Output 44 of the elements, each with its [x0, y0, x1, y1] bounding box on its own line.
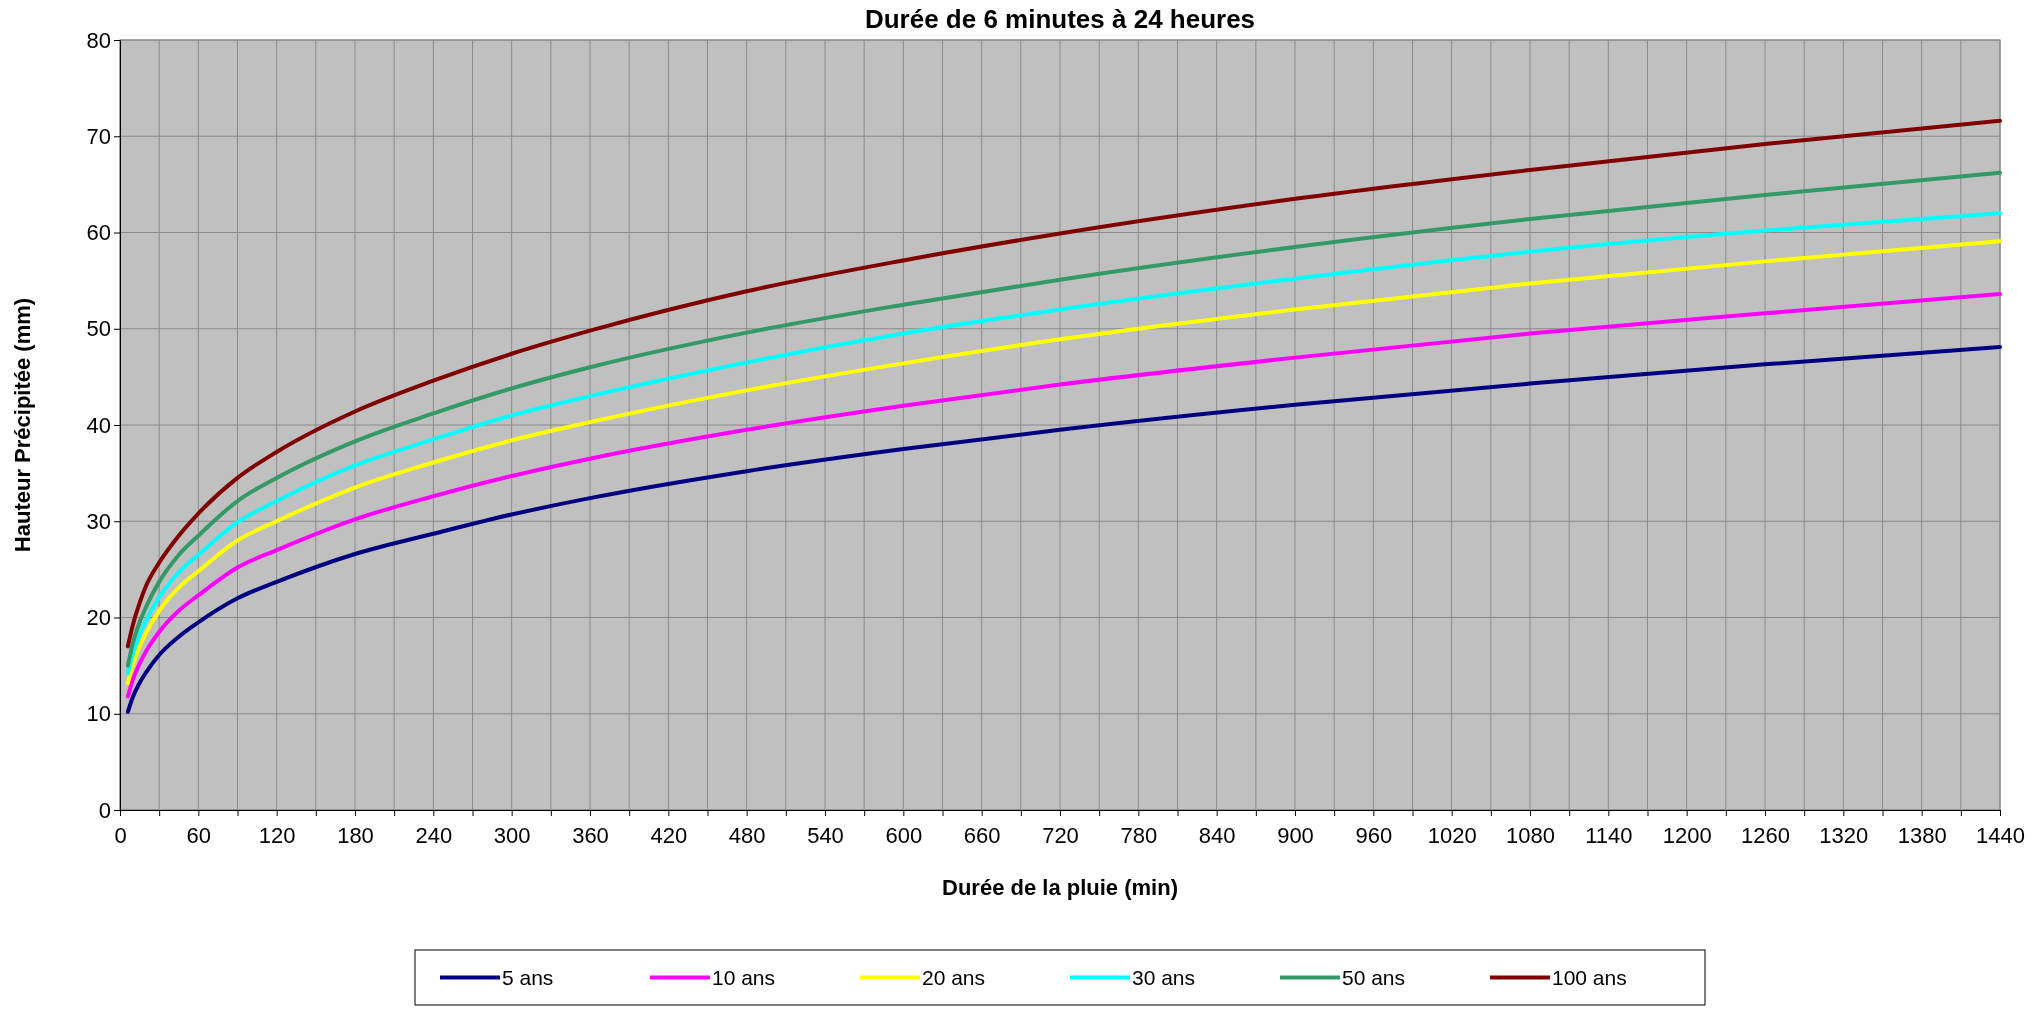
y-tick-label: 80 — [86, 27, 111, 53]
legend-label: 5 ans — [502, 965, 554, 989]
x-tick-label: 840 — [1198, 823, 1236, 849]
legend-label: 30 ans — [1132, 965, 1196, 989]
x-tick-label: 0 — [114, 823, 127, 849]
y-tick-label: 30 — [86, 508, 111, 534]
x-tick-label: 1020 — [1427, 823, 1477, 849]
x-tick-label: 1440 — [1976, 823, 2025, 849]
legend-label: 10 ans — [712, 965, 776, 989]
legend-label: 20 ans — [922, 965, 986, 989]
x-tick-label: 720 — [1042, 823, 1079, 849]
y-axis-title: Hauteur Précipitée (mm) — [10, 297, 35, 553]
y-tick-label: 20 — [86, 605, 111, 631]
x-tick-label: 300 — [493, 823, 531, 849]
x-tick-label: 600 — [885, 823, 923, 849]
y-tick-label: 0 — [98, 797, 111, 823]
x-tick-label: 1200 — [1662, 823, 1712, 849]
x-tick-label: 900 — [1277, 823, 1314, 849]
x-tick-label: 60 — [186, 823, 212, 849]
x-tick-label: 960 — [1355, 823, 1393, 849]
x-tick-label: 360 — [572, 823, 609, 849]
x-tick-label: 420 — [650, 823, 688, 849]
x-tick-label: 660 — [963, 823, 1001, 849]
x-tick-label: 540 — [807, 823, 844, 849]
x-tick-label: 780 — [1120, 823, 1158, 849]
legend-label: 50 ans — [1342, 965, 1406, 989]
x-tick-label: 180 — [337, 823, 374, 849]
x-tick-label: 240 — [415, 823, 453, 849]
x-tick-label: 1080 — [1506, 823, 1555, 849]
legend-label: 100 ans — [1552, 965, 1627, 989]
y-tick-label: 70 — [86, 123, 111, 149]
x-tick-label: 1320 — [1819, 823, 1869, 849]
y-tick-label: 50 — [86, 316, 111, 342]
x-tick-label: 480 — [728, 823, 766, 849]
x-tick-label: 120 — [258, 823, 296, 849]
x-axis-title: Durée de la pluie (min) — [942, 875, 1178, 900]
x-tick-label: 1140 — [1585, 823, 1633, 849]
y-tick-label: 40 — [86, 412, 111, 438]
y-tick-label: 10 — [86, 701, 111, 727]
x-tick-label: 1380 — [1897, 823, 1947, 849]
chart-title: Durée de 6 minutes à 24 heures — [864, 4, 1256, 34]
y-tick-label: 60 — [86, 220, 111, 246]
x-tick-label: 1260 — [1741, 823, 1790, 849]
line-series — [125, 345, 2002, 714]
